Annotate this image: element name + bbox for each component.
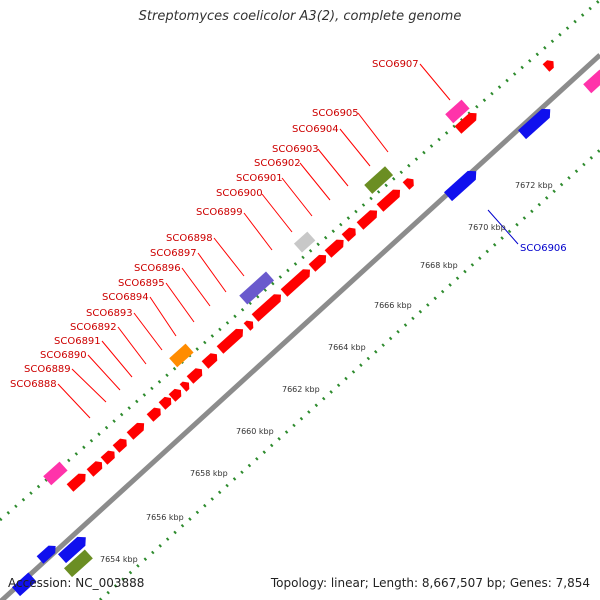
- gene-label[interactable]: SCO6905: [312, 108, 359, 119]
- gene-label[interactable]: SCO6892: [70, 322, 117, 333]
- gene-label[interactable]: SCO6898: [166, 233, 213, 244]
- scale-label: 7662 kbp: [282, 385, 320, 394]
- gene-label[interactable]: SCO6897: [150, 248, 197, 259]
- scale-label: 7660 kbp: [236, 427, 274, 436]
- scale-label: 7670 kbp: [468, 223, 506, 232]
- purple-feature[interactable]: [239, 271, 275, 305]
- gene-arrow[interactable]: [542, 58, 557, 72]
- scale-label: 7672 kbp: [515, 181, 553, 190]
- gene-arrow[interactable]: [308, 252, 330, 272]
- gene-label[interactable]: SCO6891: [54, 336, 101, 347]
- gene-arrow[interactable]: [216, 326, 247, 354]
- genome-backbone: [0, 53, 600, 600]
- scale-label: 7658 kbp: [190, 469, 228, 478]
- gene-label[interactable]: SCO6902: [254, 158, 301, 169]
- reverse-genes: [12, 105, 554, 597]
- gene-label[interactable]: SCO6890: [40, 350, 87, 361]
- gene-arrow-reverse[interactable]: [444, 167, 480, 202]
- gene-arrow[interactable]: [243, 318, 257, 331]
- gene-arrow[interactable]: [356, 207, 381, 230]
- gene-label[interactable]: SCO6899: [196, 207, 243, 218]
- gene-arrow[interactable]: [280, 266, 314, 297]
- gene-arrow-reverse[interactable]: [58, 533, 90, 564]
- gene-arrow[interactable]: [126, 420, 148, 440]
- gene-label[interactable]: SCO6889: [24, 364, 71, 375]
- olive-feature[interactable]: [364, 166, 394, 194]
- scale-label: 7654 kbp: [100, 555, 138, 564]
- gene-arrow[interactable]: [146, 405, 164, 422]
- upper-tick-guide: [0, 0, 600, 522]
- gene-arrow[interactable]: [100, 448, 118, 465]
- forward-genes: [43, 58, 600, 492]
- gene-arrow[interactable]: [186, 366, 206, 384]
- gene-label[interactable]: SCO6893: [86, 308, 133, 319]
- gene-label[interactable]: SCO6896: [134, 263, 181, 274]
- gene-arrow[interactable]: [158, 394, 175, 410]
- orange-feature[interactable]: [169, 343, 194, 368]
- pink-feature[interactable]: [43, 461, 68, 486]
- gene-arrow[interactable]: [112, 436, 130, 453]
- gene-label[interactable]: SCO6904: [292, 124, 339, 135]
- gene-arrow-reverse[interactable]: [518, 105, 554, 140]
- gene-arrow[interactable]: [179, 379, 193, 392]
- gene-arrow[interactable]: [376, 186, 404, 212]
- blue-feature[interactable]: [12, 572, 37, 597]
- scale-label: 7668 kbp: [420, 261, 458, 270]
- genome-summary-text: Topology: linear; Length: 8,667,507 bp; …: [270, 576, 590, 590]
- label-leaders: [57, 63, 451, 419]
- scale-label: 7656 kbp: [146, 513, 184, 522]
- gene-label[interactable]: SCO6907: [372, 59, 419, 70]
- pink-feature[interactable]: [583, 69, 600, 94]
- reverse-label-leader: [487, 209, 519, 245]
- gene-label[interactable]: SCO6894: [102, 292, 149, 303]
- gene-label[interactable]: SCO6888: [10, 379, 57, 390]
- gene-arrow[interactable]: [251, 291, 285, 322]
- olive-feature[interactable]: [64, 549, 93, 578]
- gene-label[interactable]: SCO6903: [272, 144, 319, 155]
- gene-label[interactable]: SCO6901: [236, 173, 283, 184]
- gene-arrow[interactable]: [454, 110, 480, 134]
- gene-arrow[interactable]: [86, 459, 106, 477]
- gene-label[interactable]: SCO6900: [216, 188, 263, 199]
- gene-label[interactable]: SCO6895: [118, 278, 165, 289]
- gene-arrow[interactable]: [201, 351, 221, 369]
- gene-arrow[interactable]: [66, 470, 89, 492]
- scale-label: 7664 kbp: [328, 343, 366, 352]
- gene-arrow-reverse[interactable]: [36, 542, 59, 564]
- gene-arrow[interactable]: [402, 176, 417, 190]
- gene-arrow[interactable]: [341, 225, 359, 242]
- accession-text: Accession: NC_003888: [8, 576, 145, 590]
- scale-label: 7666 kbp: [374, 301, 412, 310]
- gene-label-reverse[interactable]: SCO6906: [520, 243, 567, 254]
- lower-tick-guide: [98, 148, 600, 600]
- pink-feature[interactable]: [445, 99, 470, 124]
- gene-arrow[interactable]: [324, 236, 347, 258]
- gray-feature[interactable]: [293, 231, 316, 253]
- genome-title: Streptomyces coelicolor A3(2), complete …: [138, 9, 462, 24]
- gene-arrow[interactable]: [168, 386, 185, 402]
